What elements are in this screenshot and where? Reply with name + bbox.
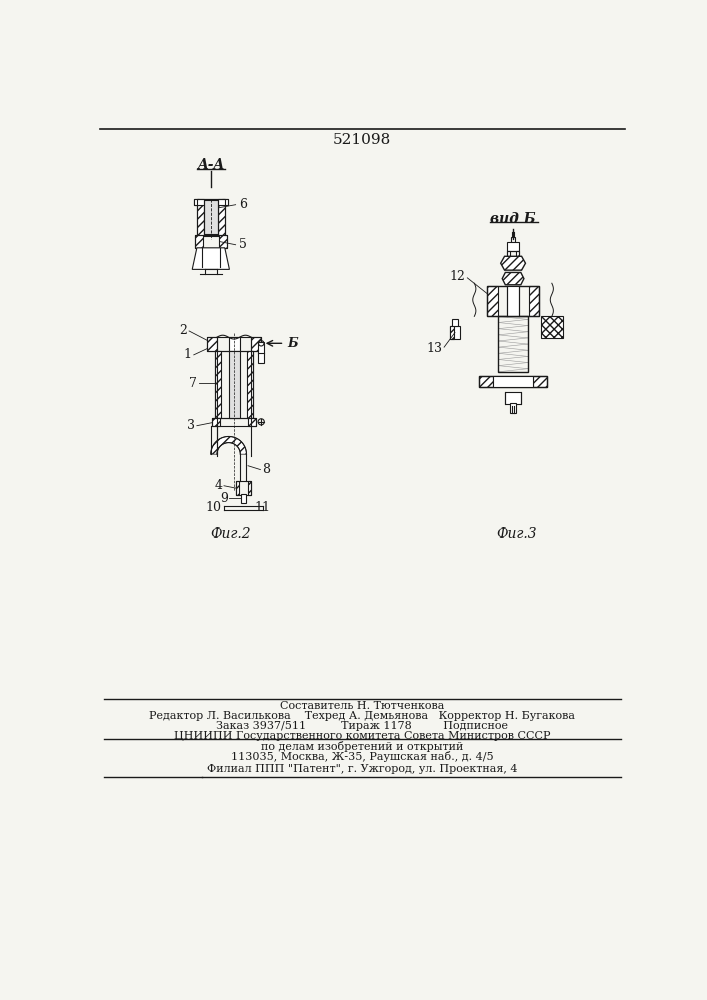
Text: 7: 7 [189,377,197,390]
Text: 10: 10 [206,501,222,514]
Bar [541,316,563,338]
Bar [197,199,225,235]
Bar [506,392,521,404]
Polygon shape [211,436,247,454]
Bar [479,376,547,387]
Bar [507,251,519,259]
Bar [194,235,227,248]
Bar [204,200,218,234]
Bar [228,337,240,351]
Text: A-A: A-A [197,158,224,172]
Bar [529,286,539,316]
Text: 9: 9 [220,492,228,505]
Bar [194,199,228,205]
Bar [450,326,454,339]
Text: ЦНИИПИ Государственного комитета Совета Министров СССР: ЦНИИПИ Государственного комитета Совета … [174,731,550,741]
Bar [510,237,515,242]
Text: 521098: 521098 [333,133,391,147]
Bar [207,337,261,351]
Bar [235,481,251,495]
Bar [479,376,493,387]
Text: Составитель Н. Тютченкова: Составитель Н. Тютченкова [280,701,444,711]
Bar [235,481,239,495]
Text: 6: 6 [239,198,247,211]
Bar [197,199,204,235]
Bar [248,418,256,426]
Bar [486,286,539,316]
Bar [493,376,533,387]
Text: 13: 13 [426,342,443,355]
Bar [212,418,256,426]
Polygon shape [192,248,230,269]
Text: 4: 4 [214,479,223,492]
Bar [533,376,547,387]
Bar [452,319,458,326]
Polygon shape [501,256,525,270]
Text: Филиал ППП "Патент", г. Ужгород, ул. Проектная, 4: Филиал ППП "Патент", г. Ужгород, ул. Про… [206,764,518,774]
Text: по делам изобретений и открытий: по делам изобретений и открытий [261,741,463,752]
Bar [258,342,264,363]
Bar [207,337,217,351]
Text: 5: 5 [239,238,247,251]
Bar [215,351,253,418]
Text: вид Б: вид Б [490,212,536,226]
Bar [215,351,221,418]
Bar [498,316,528,372]
Text: Заказ 3937/511          Тираж 1178         Подписное: Заказ 3937/511 Тираж 1178 Подписное [216,721,508,731]
Bar [507,286,519,316]
Text: Б: Б [288,337,298,350]
Bar [450,326,460,339]
Text: Фиг.2: Фиг.2 [210,527,250,541]
Text: 1: 1 [183,348,192,361]
Polygon shape [502,272,524,285]
Bar [248,481,251,495]
Bar [510,403,516,413]
Bar [223,199,228,205]
Bar [212,418,220,426]
Bar [247,351,253,418]
Bar [228,351,240,418]
Bar [218,199,225,235]
Bar [486,286,498,316]
Bar [507,242,519,251]
Text: 12: 12 [449,270,465,283]
Text: 113035, Москва, Ж-35, Раушская наб., д. 4/5: 113035, Москва, Ж-35, Раушская наб., д. … [230,751,493,762]
Bar [507,251,510,259]
Bar [194,235,203,248]
Text: 8: 8 [262,463,270,476]
Text: Фиг.3: Фиг.3 [496,527,537,541]
Text: 3: 3 [187,419,194,432]
Bar [194,199,199,205]
Bar [241,494,246,503]
Bar [218,235,227,248]
Text: 2: 2 [179,324,187,337]
Text: 11: 11 [255,501,270,514]
Bar [516,251,519,259]
Text: Редактор Л. Василькова    Техред А. Демьянова   Корректор Н. Бугакова: Редактор Л. Василькова Техред А. Демьяно… [149,711,575,721]
Bar [251,337,261,351]
